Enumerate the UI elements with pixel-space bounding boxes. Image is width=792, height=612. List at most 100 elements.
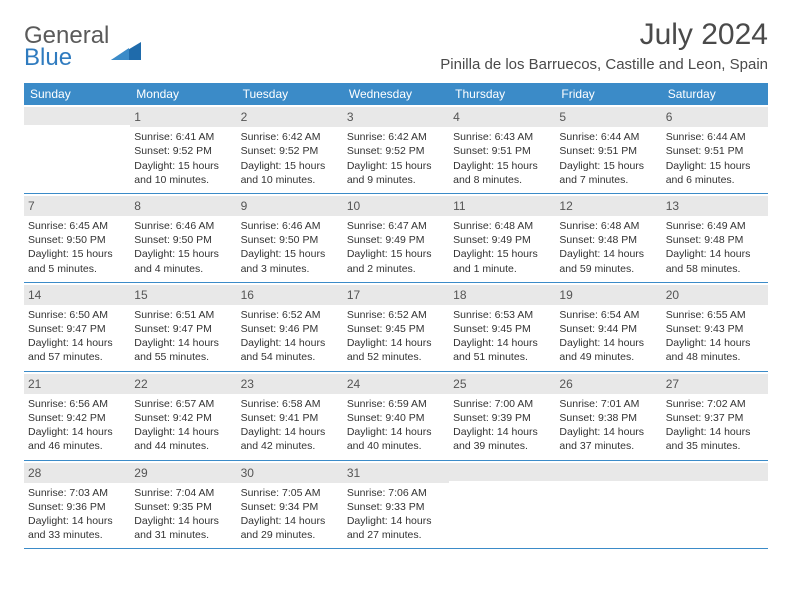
day1-text: Daylight: 14 hours	[347, 514, 445, 528]
day-cell: 7Sunrise: 6:45 AMSunset: 9:50 PMDaylight…	[24, 194, 130, 282]
day1-text: Daylight: 14 hours	[134, 336, 232, 350]
date-bar: 26	[555, 374, 661, 394]
weekday-header: Wednesday	[343, 83, 449, 105]
sunrise-text: Sunrise: 6:51 AM	[134, 308, 232, 322]
date-number: 20	[666, 288, 679, 302]
sunrise-text: Sunrise: 6:46 AM	[241, 219, 339, 233]
weekday-header: Friday	[555, 83, 661, 105]
day1-text: Daylight: 14 hours	[559, 425, 657, 439]
sunrise-text: Sunrise: 6:53 AM	[453, 308, 551, 322]
weekday-header: Sunday	[24, 83, 130, 105]
day2-text: and 35 minutes.	[666, 439, 764, 453]
date-bar: 16	[237, 285, 343, 305]
date-bar: 10	[343, 196, 449, 216]
sunset-text: Sunset: 9:52 PM	[134, 144, 232, 158]
day1-text: Daylight: 14 hours	[453, 336, 551, 350]
day2-text: and 29 minutes.	[241, 528, 339, 542]
day1-text: Daylight: 14 hours	[666, 247, 764, 261]
day2-text: and 10 minutes.	[134, 173, 232, 187]
day-cell: 1Sunrise: 6:41 AMSunset: 9:52 PMDaylight…	[130, 105, 236, 193]
date-number: 30	[241, 466, 254, 480]
weekday-header: Tuesday	[237, 83, 343, 105]
day2-text: and 42 minutes.	[241, 439, 339, 453]
day2-text: and 2 minutes.	[347, 262, 445, 276]
day2-text: and 54 minutes.	[241, 350, 339, 364]
sunset-text: Sunset: 9:51 PM	[666, 144, 764, 158]
sunset-text: Sunset: 9:42 PM	[28, 411, 126, 425]
weekday-header: Thursday	[449, 83, 555, 105]
date-bar-empty	[24, 107, 130, 125]
day-cell: 27Sunrise: 7:02 AMSunset: 9:37 PMDayligh…	[662, 372, 768, 460]
sunrise-text: Sunrise: 7:05 AM	[241, 486, 339, 500]
sunset-text: Sunset: 9:41 PM	[241, 411, 339, 425]
week-row: 1Sunrise: 6:41 AMSunset: 9:52 PMDaylight…	[24, 105, 768, 194]
date-bar: 6	[662, 107, 768, 127]
day1-text: Daylight: 15 hours	[134, 159, 232, 173]
sunset-text: Sunset: 9:33 PM	[347, 500, 445, 514]
day-cell: 30Sunrise: 7:05 AMSunset: 9:34 PMDayligh…	[237, 461, 343, 549]
day-cell: 9Sunrise: 6:46 AMSunset: 9:50 PMDaylight…	[237, 194, 343, 282]
date-number: 8	[134, 199, 141, 213]
sunset-text: Sunset: 9:49 PM	[453, 233, 551, 247]
sunrise-text: Sunrise: 6:45 AM	[28, 219, 126, 233]
date-bar: 11	[449, 196, 555, 216]
day2-text: and 46 minutes.	[28, 439, 126, 453]
day-cell: 22Sunrise: 6:57 AMSunset: 9:42 PMDayligh…	[130, 372, 236, 460]
week-row: 28Sunrise: 7:03 AMSunset: 9:36 PMDayligh…	[24, 461, 768, 550]
date-number: 2	[241, 110, 248, 124]
date-bar: 20	[662, 285, 768, 305]
date-number: 17	[347, 288, 360, 302]
date-number: 13	[666, 199, 679, 213]
date-bar: 18	[449, 285, 555, 305]
date-bar: 2	[237, 107, 343, 127]
date-number: 5	[559, 110, 566, 124]
date-number: 10	[347, 199, 360, 213]
sunset-text: Sunset: 9:34 PM	[241, 500, 339, 514]
sunrise-text: Sunrise: 7:04 AM	[134, 486, 232, 500]
sunset-text: Sunset: 9:39 PM	[453, 411, 551, 425]
sunrise-text: Sunrise: 6:49 AM	[666, 219, 764, 233]
day1-text: Daylight: 14 hours	[347, 336, 445, 350]
sunrise-text: Sunrise: 6:59 AM	[347, 397, 445, 411]
day1-text: Daylight: 14 hours	[666, 336, 764, 350]
date-bar: 24	[343, 374, 449, 394]
day-cell: 10Sunrise: 6:47 AMSunset: 9:49 PMDayligh…	[343, 194, 449, 282]
day1-text: Daylight: 14 hours	[453, 425, 551, 439]
date-number: 19	[559, 288, 572, 302]
sunset-text: Sunset: 9:38 PM	[559, 411, 657, 425]
title-block: July 2024 Pinilla de los Barruecos, Cast…	[440, 18, 768, 73]
sunset-text: Sunset: 9:37 PM	[666, 411, 764, 425]
sunset-text: Sunset: 9:35 PM	[134, 500, 232, 514]
date-number: 3	[347, 110, 354, 124]
day2-text: and 10 minutes.	[241, 173, 339, 187]
day-cell: 29Sunrise: 7:04 AMSunset: 9:35 PMDayligh…	[130, 461, 236, 549]
date-bar: 21	[24, 374, 130, 394]
sunrise-text: Sunrise: 6:44 AM	[559, 130, 657, 144]
day1-text: Daylight: 14 hours	[28, 336, 126, 350]
day2-text: and 5 minutes.	[28, 262, 126, 276]
page-header: General Blue July 2024 Pinilla de los Ba…	[24, 18, 768, 73]
day2-text: and 4 minutes.	[134, 262, 232, 276]
day-cell: 28Sunrise: 7:03 AMSunset: 9:36 PMDayligh…	[24, 461, 130, 549]
sunset-text: Sunset: 9:36 PM	[28, 500, 126, 514]
sunset-text: Sunset: 9:43 PM	[666, 322, 764, 336]
date-number: 6	[666, 110, 673, 124]
day-cell	[449, 461, 555, 549]
day2-text: and 48 minutes.	[666, 350, 764, 364]
date-number: 9	[241, 199, 248, 213]
day1-text: Daylight: 15 hours	[453, 159, 551, 173]
day2-text: and 55 minutes.	[134, 350, 232, 364]
date-bar: 5	[555, 107, 661, 127]
sunset-text: Sunset: 9:40 PM	[347, 411, 445, 425]
date-bar: 4	[449, 107, 555, 127]
date-bar: 28	[24, 463, 130, 483]
sunrise-text: Sunrise: 6:58 AM	[241, 397, 339, 411]
calendar: Sunday Monday Tuesday Wednesday Thursday…	[24, 83, 768, 549]
day-cell: 2Sunrise: 6:42 AMSunset: 9:52 PMDaylight…	[237, 105, 343, 193]
sunrise-text: Sunrise: 6:48 AM	[453, 219, 551, 233]
sunrise-text: Sunrise: 6:50 AM	[28, 308, 126, 322]
sunrise-text: Sunrise: 6:43 AM	[453, 130, 551, 144]
day2-text: and 57 minutes.	[28, 350, 126, 364]
sunset-text: Sunset: 9:47 PM	[28, 322, 126, 336]
day1-text: Daylight: 14 hours	[28, 514, 126, 528]
